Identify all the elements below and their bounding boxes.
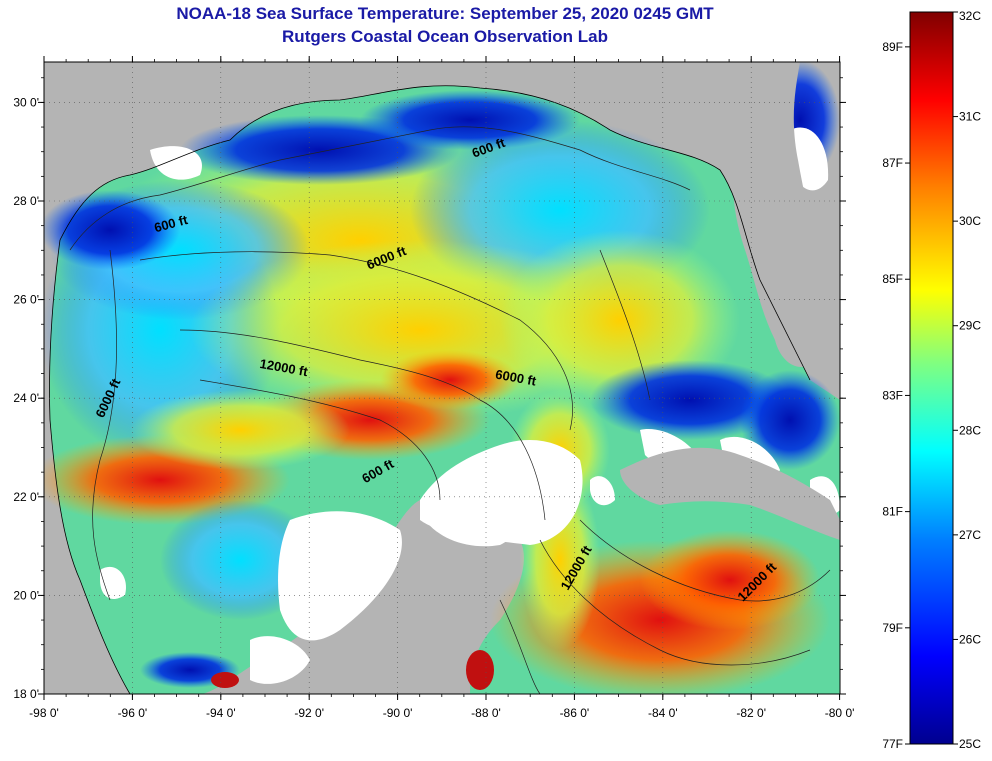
- lon-label: -82 0': [736, 706, 766, 720]
- colorbar-f-label: 77F: [882, 737, 903, 751]
- bathymetry-contours: [69, 126, 831, 694]
- cuba-land: [620, 447, 840, 540]
- yucatan-cloud: [425, 476, 531, 547]
- colorbar-f-label: 81F: [882, 505, 903, 519]
- colorbar-c-label: 28C: [959, 423, 981, 437]
- map-subtitle: Rutgers Coastal Ocean Observation Lab: [282, 27, 608, 46]
- lon-label: -86 0': [560, 706, 590, 720]
- lon-label: -80 0': [825, 706, 855, 720]
- lat-label: 20 0': [13, 588, 39, 602]
- coastline: [59, 85, 811, 381]
- lat-label: 26 0': [13, 293, 39, 307]
- colorbar-f-label: 89F: [882, 40, 903, 54]
- lat-label: 30 0': [13, 95, 39, 109]
- longitude-axis: -98 0' -96 0' -94 0' -92 0' -90 0' -88 0' -86 …: [29, 56, 854, 720]
- lon-label: -96 0': [118, 706, 148, 720]
- graticule: [44, 62, 840, 694]
- lon-label: -92 0': [294, 706, 324, 720]
- colorbar-ticks: 32C 31C 30C 29C 28C 27C 26C 25C 89F 87F 85F 83F 81F 7…: [882, 9, 981, 751]
- lat-label: 18 0': [13, 687, 39, 701]
- latitude-axis: 18 0' 20 0' 22 0' 24 0' 26 0' 28 0' 30 0': [13, 77, 846, 701]
- colorbar-f-label: 83F: [882, 388, 903, 402]
- colorbar-c-label: 32C: [959, 9, 981, 23]
- mexico-coastline: [49, 239, 131, 694]
- colorbar-c-label: 27C: [959, 528, 981, 542]
- colorbar-c-label: 31C: [959, 110, 981, 124]
- lat-label: 24 0': [13, 391, 39, 405]
- colorbar-c-label: 26C: [959, 632, 981, 646]
- colorbar-f-label: 85F: [882, 272, 903, 286]
- colorbar: [909, 11, 954, 745]
- colorbar-c-label: 25C: [959, 737, 981, 751]
- lon-label: -84 0': [648, 706, 678, 720]
- colorbar-f-label: 87F: [882, 156, 903, 170]
- lat-label: 22 0': [13, 490, 39, 504]
- map-title: NOAA-18 Sea Surface Temperature: Septemb…: [176, 4, 714, 23]
- lon-label: -94 0': [206, 706, 236, 720]
- colorbar-c-label: 30C: [959, 214, 981, 228]
- lon-label: -88 0': [471, 706, 501, 720]
- contour-label: 6000 ft: [494, 367, 538, 389]
- lon-label: -98 0': [29, 706, 59, 720]
- colorbar-c-label: 29C: [959, 319, 981, 333]
- lat-label: 28 0': [13, 194, 39, 208]
- colorbar-f-label: 79F: [882, 621, 903, 635]
- florida-land: [733, 62, 825, 368]
- lon-label: -90 0': [383, 706, 413, 720]
- sst-field: [44, 62, 840, 694]
